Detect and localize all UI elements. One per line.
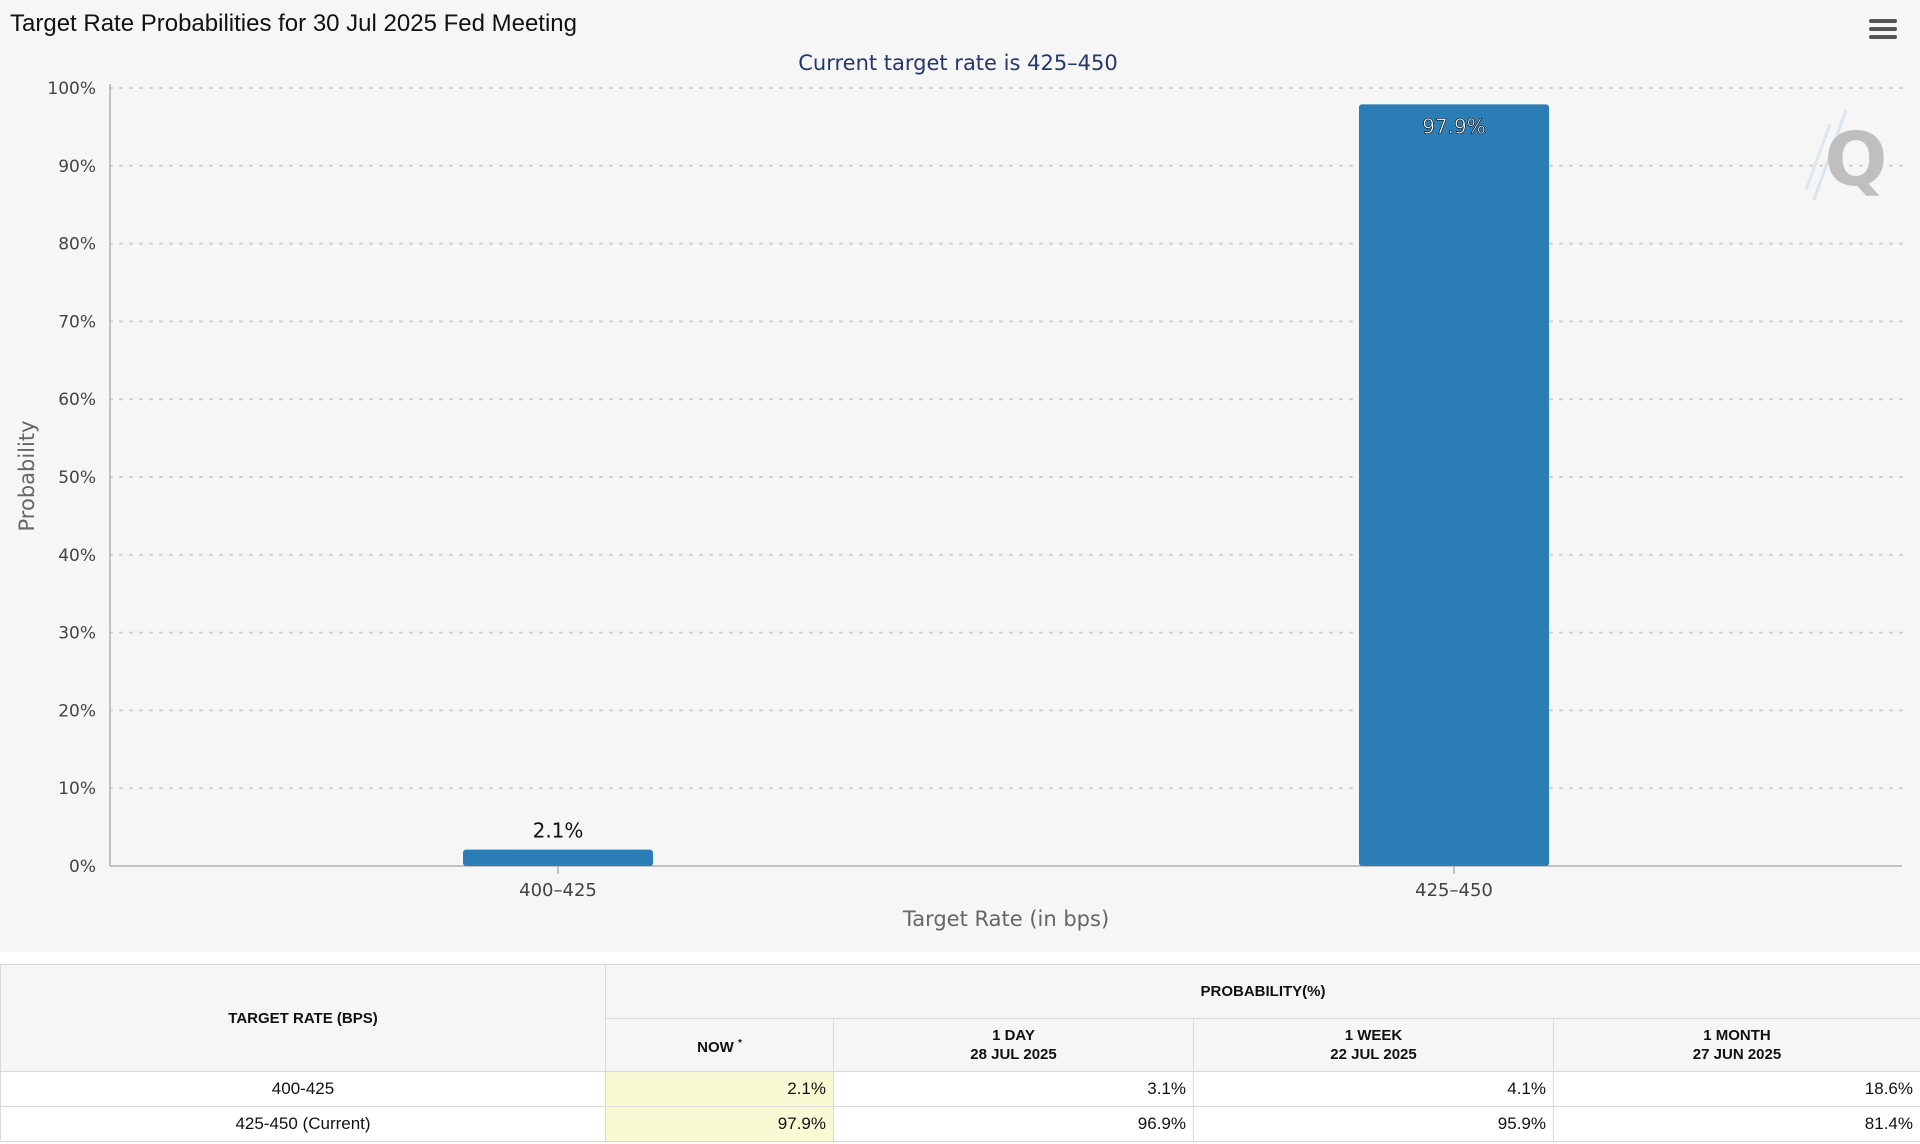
- one-day-cell: 3.1%: [833, 1071, 1194, 1107]
- watermark-logo: Q: [1804, 109, 1888, 203]
- one-week-cell: 4.1%: [1193, 1071, 1554, 1107]
- watermark-letter: Q: [1825, 117, 1888, 203]
- x-tick-label: 400–425: [519, 880, 597, 901]
- column-date: 28 JUL 2025: [970, 1046, 1057, 1063]
- one-month-cell: 18.6%: [1553, 1071, 1920, 1107]
- one-month-cell: 81.4%: [1553, 1106, 1920, 1142]
- column-header-now: NOW *: [605, 1018, 834, 1072]
- now-cell: 97.9%: [605, 1106, 834, 1142]
- y-tick-label: 50%: [58, 468, 96, 488]
- y-tick-label: 90%: [58, 157, 96, 177]
- column-header-1-week: 1 WEEK 22 JUL 2025: [1193, 1018, 1554, 1072]
- y-tick-label: 30%: [58, 624, 96, 644]
- y-tick-label: 60%: [58, 390, 96, 410]
- y-tick-label: 70%: [58, 312, 96, 332]
- one-day-cell: 96.9%: [833, 1106, 1194, 1142]
- now-cell: 2.1%: [605, 1071, 834, 1107]
- chart-panel: Target Rate Probabilities for 30 Jul 202…: [10, 10, 1903, 931]
- bar: [1359, 104, 1549, 866]
- chart-subtitle: Current target rate is 425–450: [798, 51, 1118, 75]
- probability-table: TARGET RATE (BPS) PROBABILITY(%) NOW * 1…: [0, 964, 1920, 1142]
- data-label: 2.1%: [533, 819, 584, 843]
- y-tick-label: 10%: [58, 779, 96, 799]
- column-date: 22 JUL 2025: [1330, 1046, 1417, 1063]
- column-label: NOW: [697, 1038, 734, 1056]
- y-axis-title: Probability: [15, 420, 39, 531]
- one-week-cell: 95.9%: [1193, 1106, 1554, 1142]
- column-label: 1 DAY: [992, 1027, 1035, 1044]
- data-labels: 2.1% 97.9%: [533, 114, 1486, 843]
- axes: 0% 10% 20% 30% 40% 50% 60% 70% 80% 90% 100% 400–425…: [47, 79, 1902, 901]
- y-tick-label: 80%: [58, 235, 96, 255]
- rate-cell: 400-425: [0, 1071, 606, 1107]
- target-rate-header: TARGET RATE (BPS): [0, 964, 606, 1072]
- y-tick-label: 40%: [58, 546, 96, 566]
- data-label: 97.9%: [1422, 114, 1486, 138]
- column-label: 1 MONTH: [1703, 1027, 1771, 1044]
- gridlines: [109, 87, 1903, 790]
- column-header-1-month: 1 MONTH 27 JUN 2025: [1553, 1018, 1920, 1072]
- y-tick-label: 20%: [58, 701, 96, 721]
- table-row: 400-425 2.1% 3.1% 4.1% 18.6%: [0, 1071, 1920, 1107]
- bar: [463, 849, 653, 866]
- y-tick-label: 0%: [69, 857, 96, 877]
- column-label: 1 WEEK: [1344, 1027, 1403, 1044]
- y-tick-label: 100%: [47, 79, 96, 99]
- footnote-marker: *: [737, 1037, 742, 1049]
- hamburger-menu-icon[interactable]: [1866, 16, 1900, 46]
- x-axis-title: Target Rate (in bps): [902, 907, 1109, 931]
- probability-header: PROBABILITY(%): [605, 964, 1920, 1019]
- bars: [463, 104, 1549, 866]
- column-header-1-day: 1 DAY 28 JUL 2025: [833, 1018, 1194, 1072]
- x-tick-label: 425–450: [1415, 880, 1493, 901]
- column-date: 27 JUN 2025: [1692, 1046, 1782, 1063]
- chart-title: Target Rate Probabilities for 30 Jul 202…: [10, 10, 577, 37]
- rate-cell: 425-450 (Current): [0, 1106, 606, 1142]
- bar-chart: Current target rate is 425–450 0% 10% 20% 3…: [15, 51, 1903, 931]
- table-row: 425-450 (Current) 97.9% 96.9% 95.9% 81.4…: [0, 1106, 1920, 1142]
